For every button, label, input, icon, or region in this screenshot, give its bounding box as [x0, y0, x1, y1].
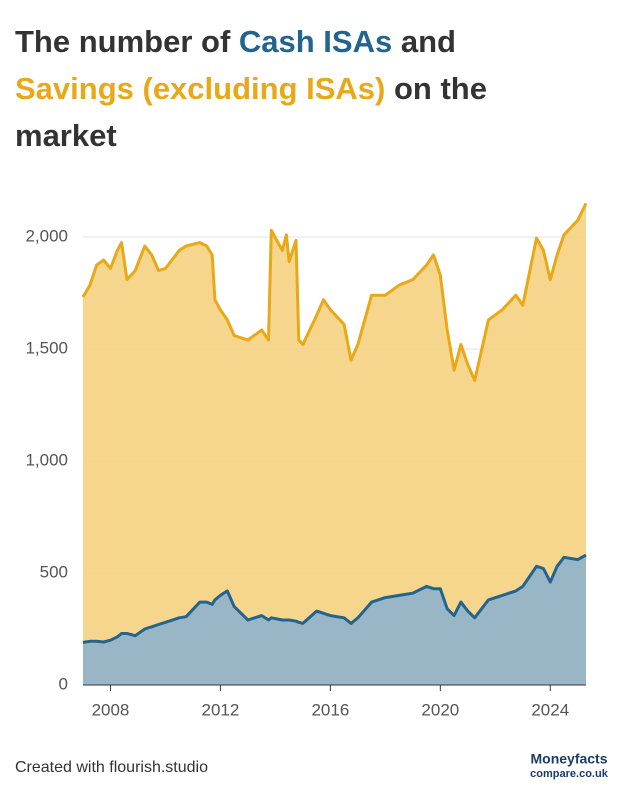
- chart-title: The number of Cash ISAs and Savings (excl…: [15, 18, 625, 159]
- area: [83, 555, 586, 685]
- title-part: market: [15, 118, 117, 153]
- x-tick-label: 2008: [92, 700, 130, 719]
- x-tick-label: 2016: [311, 700, 349, 719]
- line: [82, 553, 587, 644]
- x-tick-label: 2012: [202, 700, 240, 719]
- line: [81, 202, 588, 382]
- y-tick-label: 500: [40, 562, 68, 581]
- credit: Created with flourish.studio: [15, 759, 208, 776]
- y-tick-label: 1,000: [25, 450, 68, 469]
- y-tick-label: 0: [59, 674, 68, 693]
- title-part: and: [392, 24, 456, 59]
- title-part: on the: [385, 71, 487, 106]
- logo-top: Moneyfacts: [530, 751, 607, 767]
- logo-bottom: compare.co.uk: [530, 768, 609, 780]
- y-tick-label: 1,500: [25, 338, 68, 357]
- title-part: The number of: [15, 24, 239, 59]
- x-tick-label: 2020: [421, 700, 459, 719]
- legend-cash: Cash ISAs: [238, 24, 393, 59]
- y-tick-label: 2,000: [25, 226, 68, 245]
- area: [83, 203, 586, 685]
- x-tick-label: 2024: [531, 700, 569, 719]
- legend-savings: Savings (excluding ISAs): [15, 71, 386, 106]
